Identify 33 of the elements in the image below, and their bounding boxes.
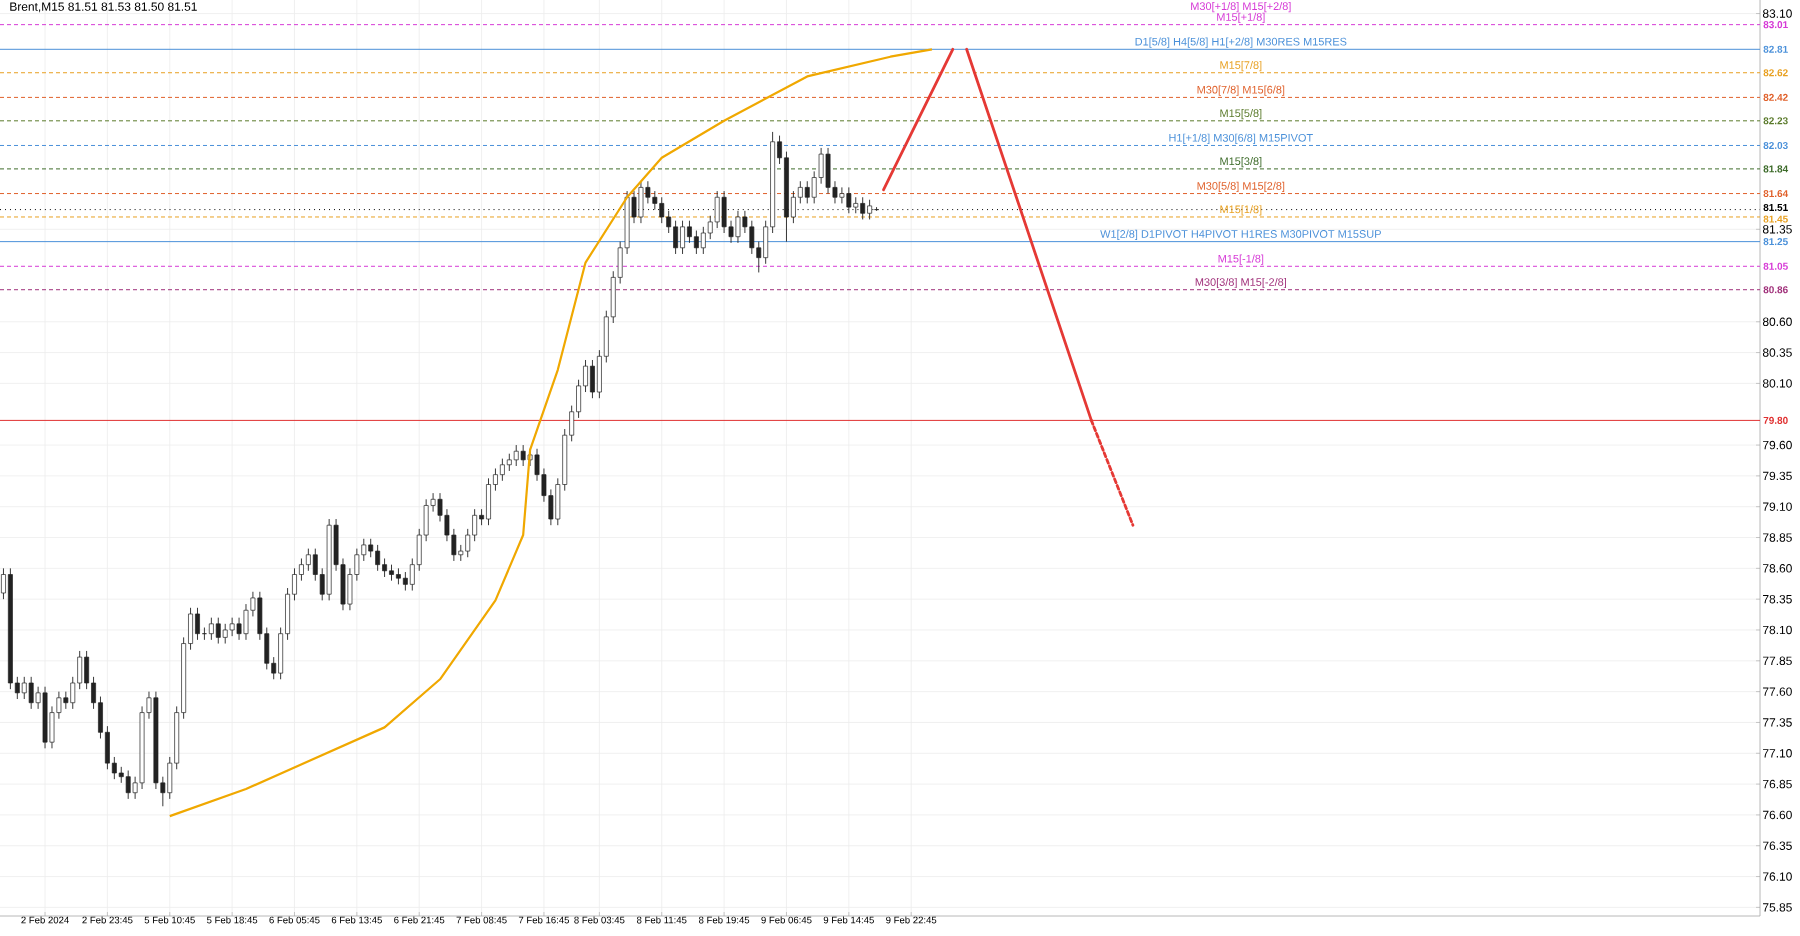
candlestick [520,444,526,467]
candlestick [215,617,221,644]
candlestick [693,230,699,255]
candlestick [208,617,214,641]
candlestick [402,571,408,591]
candlestick [513,444,519,467]
candlestick [229,617,235,637]
candlestick [700,226,706,255]
candlestick [21,676,27,700]
candlestick [28,676,34,710]
candlestick [735,210,741,244]
candlestick [860,196,866,220]
candlestick [804,180,810,204]
candlestick [236,617,242,641]
candlestick [486,477,491,526]
candlestick [638,180,644,224]
candlestick [382,558,387,578]
candlestick [659,196,665,224]
line-series [168,48,934,818]
candlestick [680,220,685,255]
candlestick [590,359,595,399]
candlestick [368,538,374,558]
candlestick [499,458,505,482]
candlestick [867,199,873,220]
candlestick [687,220,692,244]
candlestick [375,544,381,572]
candlestick [846,186,852,214]
candlestick [222,623,228,644]
candlestick [673,220,679,255]
candlestick [305,548,311,572]
candlestick [839,186,845,204]
candlestick [125,770,131,800]
candlestick [195,607,200,641]
